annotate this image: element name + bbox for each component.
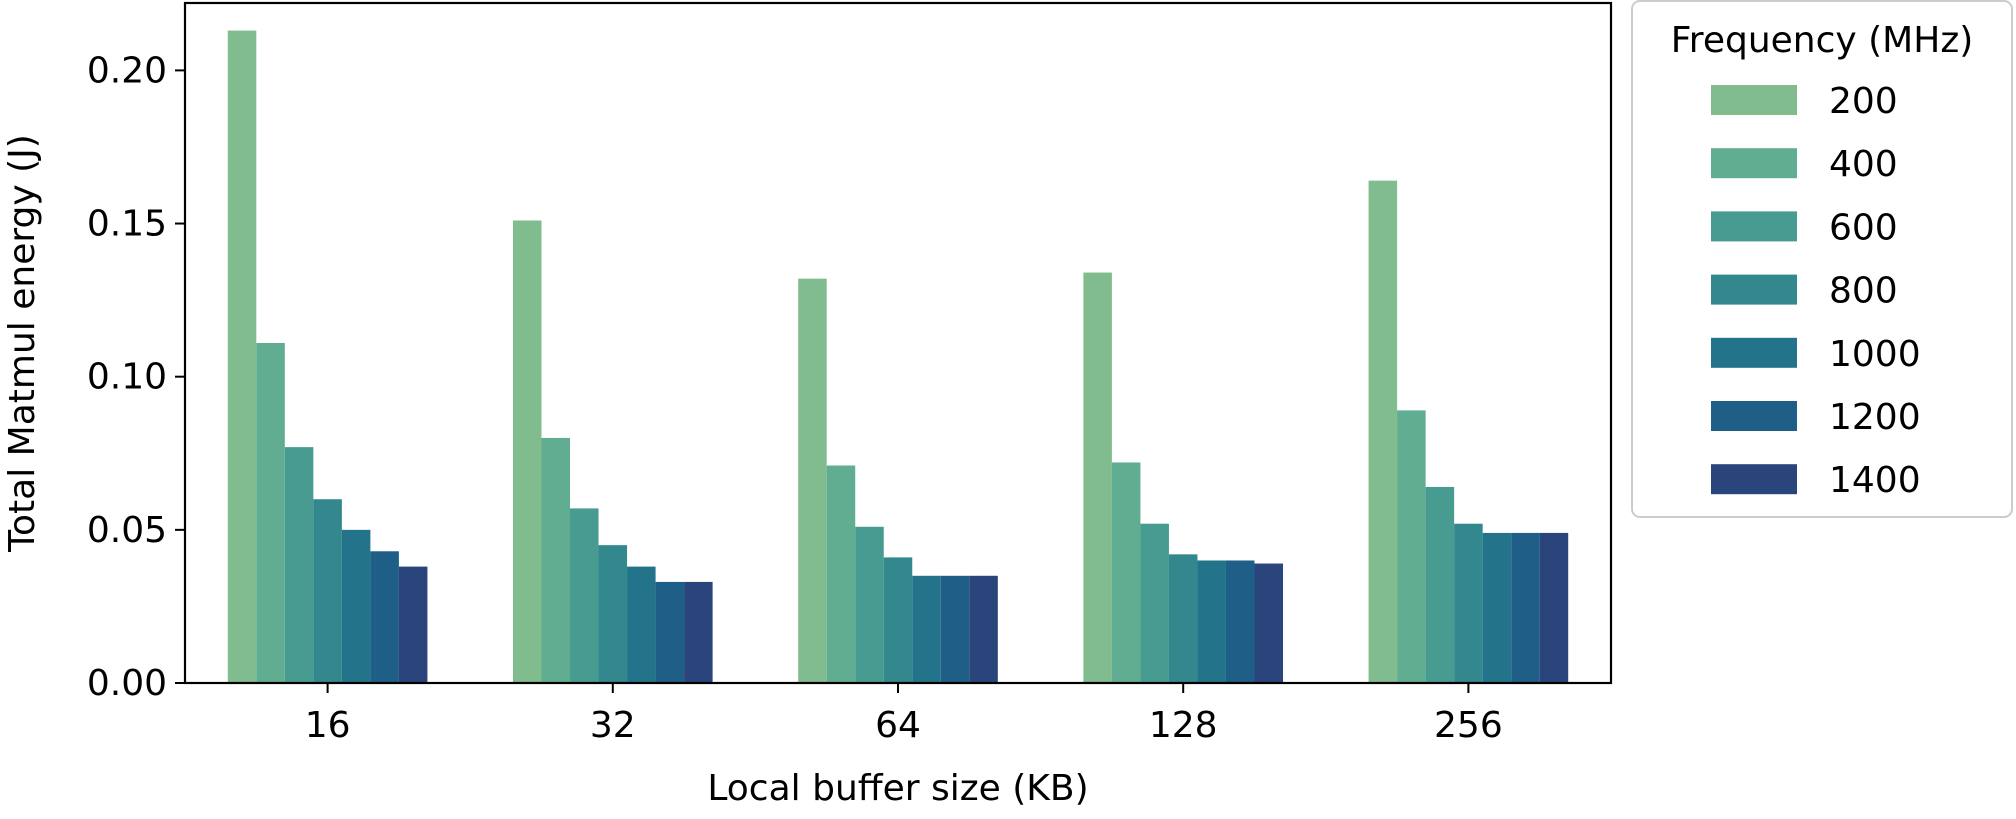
bar-128kb-600mhz xyxy=(1140,523,1169,683)
bar-256kb-1200mhz xyxy=(1511,532,1540,683)
bar-256kb-200mhz xyxy=(1368,180,1398,683)
legend-frame xyxy=(1631,0,2013,518)
bar-32kb-1400mhz xyxy=(684,581,713,683)
y-axis-title: Total Matmul energy (J) xyxy=(2,134,43,553)
bar-16kb-1200mhz xyxy=(370,551,399,683)
bar-256kb-1400mhz xyxy=(1539,532,1569,683)
x-axis-title: Local buffer size (KB) xyxy=(707,768,1088,809)
legend-swatch-600 xyxy=(1711,211,1797,242)
legend-swatch-800 xyxy=(1711,274,1797,305)
bar-32kb-200mhz xyxy=(512,220,542,684)
bar-16kb-800mhz xyxy=(313,499,342,683)
legend-label-1000: 1000 xyxy=(1829,334,1921,375)
x-tick-label-128: 128 xyxy=(1149,705,1218,746)
bar-64kb-200mhz xyxy=(798,278,827,683)
legend-items: 200 400 600 800 1000 1200 1400 xyxy=(1711,81,1921,501)
bar-64kb-1200mhz xyxy=(940,575,970,683)
legend-label-200: 200 xyxy=(1829,81,1898,122)
bar-256kb-1000mhz xyxy=(1482,532,1512,683)
legend-swatch-1400 xyxy=(1711,464,1797,495)
legend-label-800: 800 xyxy=(1829,271,1898,312)
bars-group xyxy=(227,30,1569,684)
bar-32kb-800mhz xyxy=(598,545,628,683)
bar-16kb-1400mhz xyxy=(398,566,428,683)
bar-64kb-1400mhz xyxy=(969,575,998,683)
legend-title: Frequency (MHz) xyxy=(1671,20,1974,61)
bar-64kb-800mhz xyxy=(883,557,913,683)
bar-256kb-400mhz xyxy=(1397,410,1426,683)
bar-128kb-1000mhz xyxy=(1197,560,1226,683)
bar-128kb-1200mhz xyxy=(1225,560,1255,683)
bar-128kb-200mhz xyxy=(1083,272,1112,683)
y-ticks-group: 0.00 0.05 0.10 0.15 0.20 xyxy=(87,50,185,704)
bar-16kb-200mhz xyxy=(227,30,257,683)
bar-256kb-600mhz xyxy=(1425,486,1455,683)
bar-16kb-600mhz xyxy=(284,447,314,683)
legend-swatch-1200 xyxy=(1711,401,1797,431)
bar-32kb-400mhz xyxy=(541,437,571,683)
legend-swatch-200 xyxy=(1711,85,1797,115)
bar-32kb-1000mhz xyxy=(627,566,656,683)
bar-16kb-400mhz xyxy=(256,343,285,683)
y-tick-label: 0.05 xyxy=(87,510,167,551)
legend-label-1400: 1400 xyxy=(1829,460,1921,501)
y-tick-label: 0.00 xyxy=(87,663,167,704)
bar-64kb-400mhz xyxy=(826,465,856,683)
y-tick-label: 0.10 xyxy=(87,357,167,398)
x-tick-label-256: 256 xyxy=(1434,705,1503,746)
x-tick-label-16: 16 xyxy=(305,705,351,746)
bar-32kb-1200mhz xyxy=(655,581,685,683)
plot-frame xyxy=(183,1,1613,685)
bar-128kb-1400mhz xyxy=(1254,563,1284,683)
legend-label-400: 400 xyxy=(1829,144,1898,185)
bar-32kb-600mhz xyxy=(570,508,599,683)
legend-label-600: 600 xyxy=(1829,207,1898,248)
bar-128kb-400mhz xyxy=(1111,462,1141,683)
x-tick-label-64: 64 xyxy=(875,705,921,746)
bar-64kb-600mhz xyxy=(855,526,884,683)
x-ticks-group: 16 32 64 128 256 xyxy=(305,683,1503,746)
x-tick-label-32: 32 xyxy=(590,705,636,746)
legend-label-1200: 1200 xyxy=(1829,397,1921,438)
bar-128kb-800mhz xyxy=(1168,554,1198,683)
y-tick-label: 0.20 xyxy=(87,50,167,91)
y-tick-label: 0.15 xyxy=(87,204,167,245)
bar-64kb-1000mhz xyxy=(912,575,941,683)
bar-16kb-1000mhz xyxy=(341,529,371,683)
legend: Frequency (MHz) 200 400 600 800 1000 1200 1400 xyxy=(1631,0,2013,518)
bar-256kb-800mhz xyxy=(1454,523,1483,683)
legend-swatch-1000 xyxy=(1711,337,1797,368)
legend-swatch-400 xyxy=(1711,148,1797,179)
